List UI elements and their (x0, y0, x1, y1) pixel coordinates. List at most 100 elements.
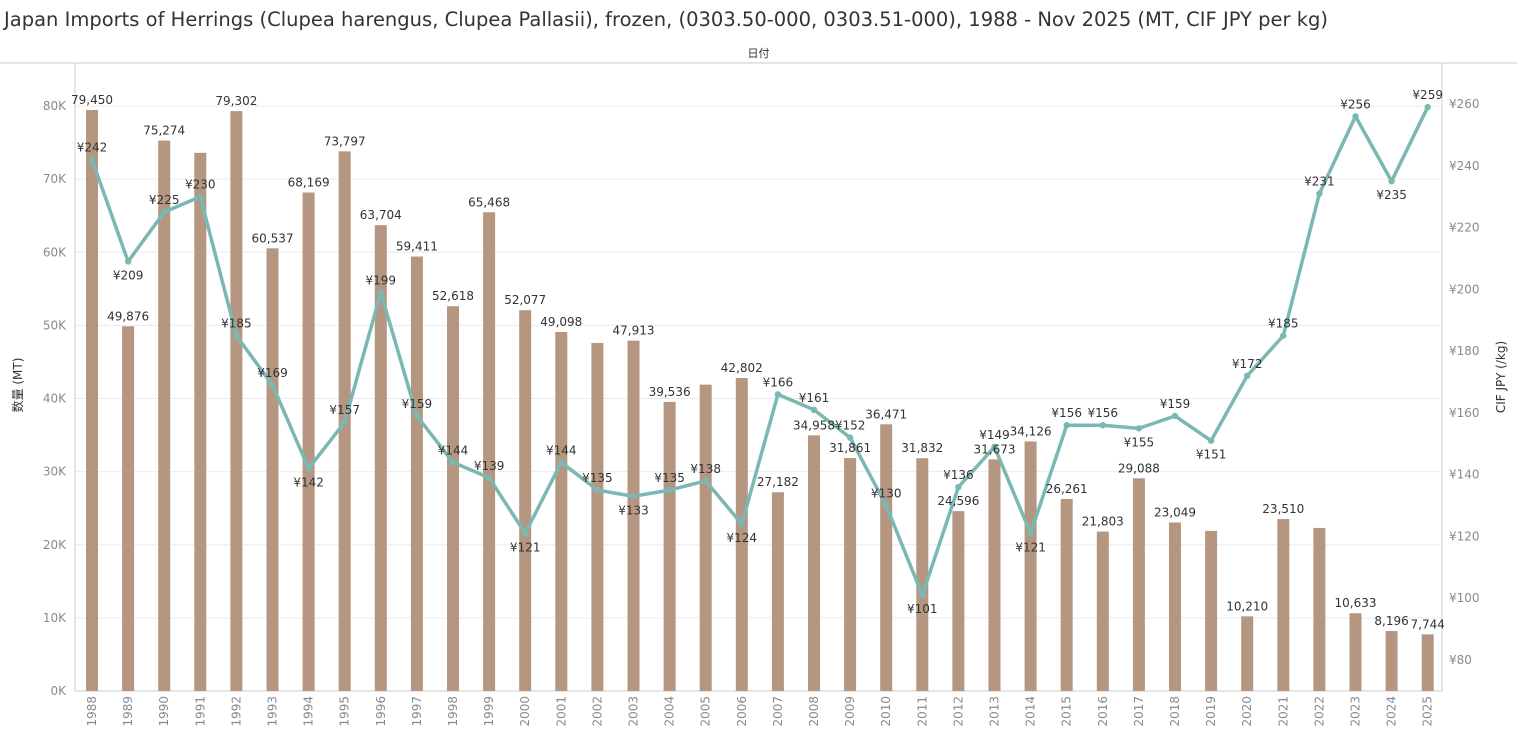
left-tick-label: 70K (43, 172, 67, 186)
price-value-label: ¥121 (1015, 540, 1046, 554)
bar-1990 (158, 140, 171, 692)
price-value-label: ¥156 (1088, 406, 1119, 420)
price-value-label: ¥133 (618, 503, 649, 517)
bar-value-label: 73,797 (324, 134, 366, 148)
price-point-2022 (1316, 190, 1323, 197)
right-tick-label: ¥180 (1449, 344, 1480, 358)
x-tick-label: 1996 (374, 696, 388, 727)
price-line (90, 106, 1430, 597)
bar-1991 (194, 152, 207, 692)
price-point-2017 (1135, 425, 1143, 432)
right-axis-title: CIF JPY (/kg) (1494, 341, 1508, 413)
price-point-1993 (269, 381, 276, 389)
bar-2003 (627, 340, 640, 691)
price-value-label: ¥166 (763, 375, 794, 389)
x-tick-label: 2005 (699, 696, 713, 727)
x-tick-label: 2012 (951, 696, 965, 727)
left-axis-ticks: 0K 10K 20K 30K 40K 50K 60K 70K 80K (43, 99, 67, 698)
bar-value-label: 31,673 (974, 442, 1016, 456)
chart-title: Japan Imports of Herrings (Clupea hareng… (4, 8, 1329, 31)
price-value-label: ¥151 (1196, 448, 1227, 462)
bar-value-label: 10,210 (1226, 599, 1268, 613)
right-tick-label: ¥100 (1449, 591, 1480, 605)
price-point-2020 (1244, 372, 1251, 380)
right-tick-label: ¥240 (1449, 159, 1480, 173)
bar-1994 (302, 192, 315, 691)
price-value-label: ¥135 (582, 471, 613, 485)
bar-2022 (1313, 527, 1326, 691)
right-tick-label: ¥220 (1449, 221, 1480, 235)
left-tick-label: 40K (43, 392, 67, 406)
price-point-2018 (1171, 412, 1179, 420)
price-point-2019 (1207, 437, 1215, 444)
price-value-label: ¥149 (979, 428, 1010, 442)
x-tick-label: 2022 (1312, 696, 1326, 727)
price-point-2002 (594, 486, 601, 494)
price-value-label: ¥144 (438, 443, 469, 457)
price-value-label: ¥142 (293, 475, 324, 489)
x-tick-label: 2015 (1060, 696, 1074, 727)
price-value-label: ¥124 (727, 531, 758, 545)
price-point-2008 (810, 406, 818, 413)
bar-1989 (122, 326, 135, 691)
bar-2012 (952, 511, 965, 691)
price-point-2024 (1388, 178, 1395, 185)
bar-value-label: 79,450 (71, 93, 113, 107)
x-tick-label: 1991 (193, 696, 207, 727)
price-point-2013 (991, 443, 998, 451)
price-value-label: ¥152 (835, 419, 866, 433)
price-point-2007 (774, 391, 782, 398)
price-value-label: ¥130 (871, 487, 902, 501)
price-value-label: ¥161 (799, 391, 830, 405)
bar-value-label: 27,182 (757, 475, 799, 489)
price-value-label: ¥225 (149, 193, 180, 207)
plot-frame (0, 62, 1517, 692)
price-value-label: ¥199 (366, 273, 397, 287)
left-tick-label: 60K (43, 245, 67, 259)
price-point-2009 (846, 434, 854, 441)
price-point-2014 (1027, 530, 1034, 537)
bar-1988 (86, 110, 98, 692)
price-point-1990 (161, 208, 168, 216)
bar-value-label: 59,411 (396, 240, 438, 254)
x-tick-label: 1997 (410, 696, 424, 727)
x-tick-label: 1995 (338, 696, 352, 727)
x-tick-label: 2018 (1168, 696, 1182, 727)
x-tick-label: 1994 (302, 696, 316, 727)
bar-2019 (1205, 530, 1218, 691)
right-tick-label: ¥160 (1449, 406, 1480, 420)
price-point-2011 (919, 591, 926, 599)
price-point-1992 (233, 332, 240, 339)
price-point-2025 (1424, 103, 1431, 111)
bar-2002 (591, 342, 604, 691)
x-tick-label: 1990 (157, 696, 171, 727)
bar-1997 (410, 256, 423, 691)
bar-value-label: 7,744 (1411, 617, 1445, 631)
price-value-label: ¥155 (1124, 435, 1155, 449)
bar-2014 (1024, 441, 1037, 691)
price-value-label: ¥209 (113, 269, 144, 283)
line-series (88, 103, 1431, 599)
x-tick-label: 1992 (229, 696, 243, 727)
price-point-1999 (485, 474, 493, 481)
price-point-2001 (558, 459, 565, 466)
price-value-label: ¥231 (1304, 175, 1335, 189)
bar-value-label: 8,196 (1374, 614, 1408, 628)
bar-value-label: 49,098 (540, 315, 582, 329)
x-tick-label: 2010 (879, 696, 893, 727)
x-tick-label: 2021 (1276, 696, 1290, 727)
bar-value-label: 49,876 (107, 309, 149, 323)
price-value-label: ¥172 (1232, 357, 1263, 371)
x-tick-label: 2000 (518, 696, 532, 727)
price-point-2003 (630, 493, 637, 500)
x-tick-label: 2014 (1024, 696, 1038, 727)
price-value-label: ¥136 (943, 468, 974, 482)
price-value-label: ¥230 (185, 178, 216, 192)
price-point-2005 (702, 477, 709, 485)
bar-value-label: 52,618 (432, 289, 474, 303)
bar-2011 (916, 458, 929, 691)
x-tick-label: 2004 (663, 696, 677, 727)
bar-value-label: 65,468 (468, 195, 510, 209)
price-point-2000 (522, 530, 529, 537)
bar-value-label: 47,913 (613, 324, 655, 338)
